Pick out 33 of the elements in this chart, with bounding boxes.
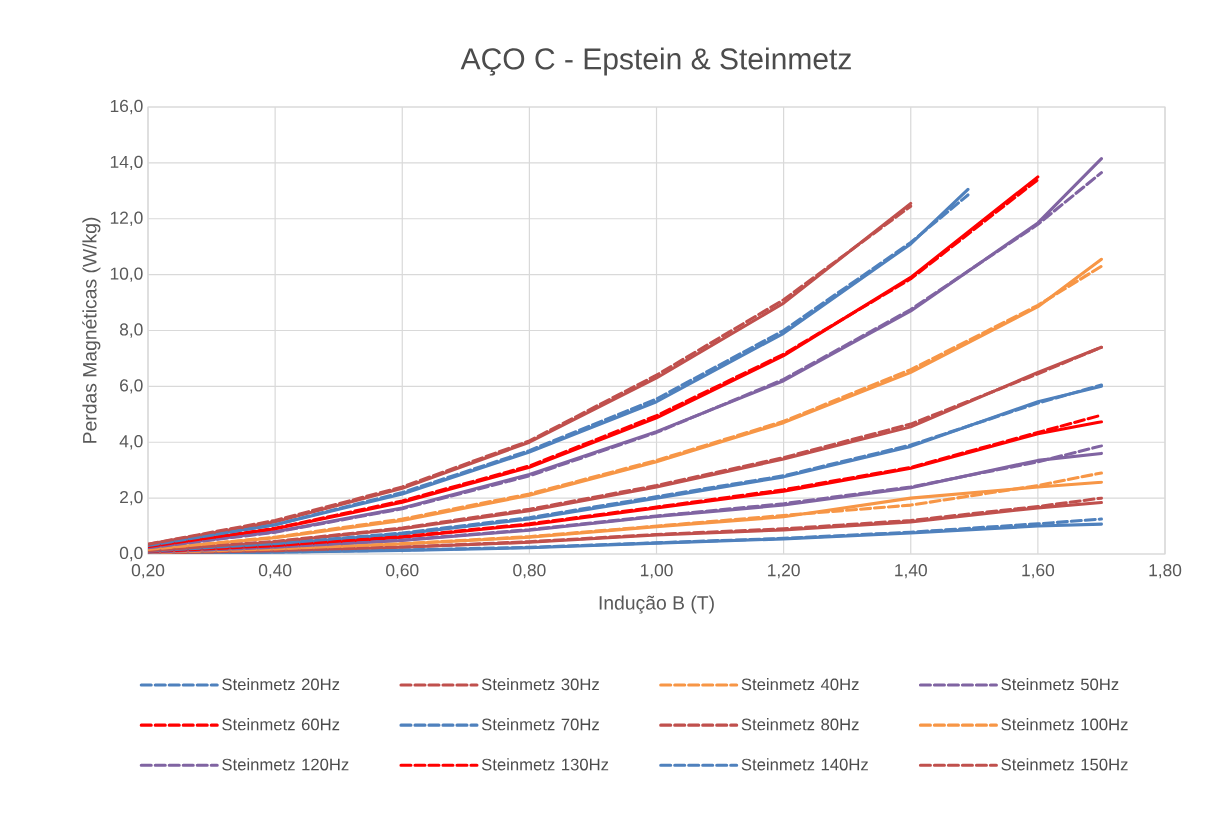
legend-label: Steinmetz 70Hz xyxy=(481,718,599,731)
x-tick-label: 1,80 xyxy=(1149,564,1182,579)
x-tick-label: 0,40 xyxy=(258,564,292,579)
y-tick-label: 2,0 xyxy=(120,490,143,506)
y-tick-label: 14,0 xyxy=(110,155,143,171)
chart-title: AÇO C - Epstein & Steinmetz xyxy=(460,47,851,76)
y-axis-title: Perdas Magnéticas (W/kg) xyxy=(82,217,101,443)
legend-label: Steinmetz 60Hz xyxy=(222,718,340,731)
y-tick-label: 4,0 xyxy=(119,435,143,450)
legend-label: Steinmetz 30Hz xyxy=(481,678,599,691)
x-tick-label: 1,60 xyxy=(1022,564,1055,579)
x-tick-label: 1,40 xyxy=(895,564,927,579)
legend-label: Steinmetz 20Hz xyxy=(222,678,340,691)
x-tick-label: 0,80 xyxy=(513,564,546,579)
legend-label: Steinmetz 150Hz xyxy=(1001,758,1128,771)
y-tick-label: 6,0 xyxy=(120,379,143,394)
legend-label: Steinmetz 40Hz xyxy=(741,678,859,691)
x-tick-label: 1,20 xyxy=(768,564,800,579)
x-axis-title: Indução B (T) xyxy=(599,595,714,614)
legend-label: Steinmetz 140Hz xyxy=(741,758,868,771)
legend-label: Steinmetz 130Hz xyxy=(481,758,609,771)
y-tick-label: 8,0 xyxy=(119,323,143,338)
legend-label: Steinmetz 50Hz xyxy=(1001,678,1119,691)
legend-label: Steinmetz 100Hz xyxy=(1001,718,1128,731)
y-tick-label: 0,0 xyxy=(119,546,143,562)
x-tick-label: 0,60 xyxy=(386,564,419,579)
x-tick-label: 1,00 xyxy=(640,564,673,579)
y-tick-label: 12,0 xyxy=(110,211,143,226)
legend-label: Steinmetz 120Hz xyxy=(222,758,349,771)
legend-label: Steinmetz 80Hz xyxy=(741,718,859,731)
x-tick-label: 0,20 xyxy=(131,564,165,579)
y-tick-label: 10,0 xyxy=(110,267,143,282)
y-tick-label: 16,0 xyxy=(110,99,143,115)
